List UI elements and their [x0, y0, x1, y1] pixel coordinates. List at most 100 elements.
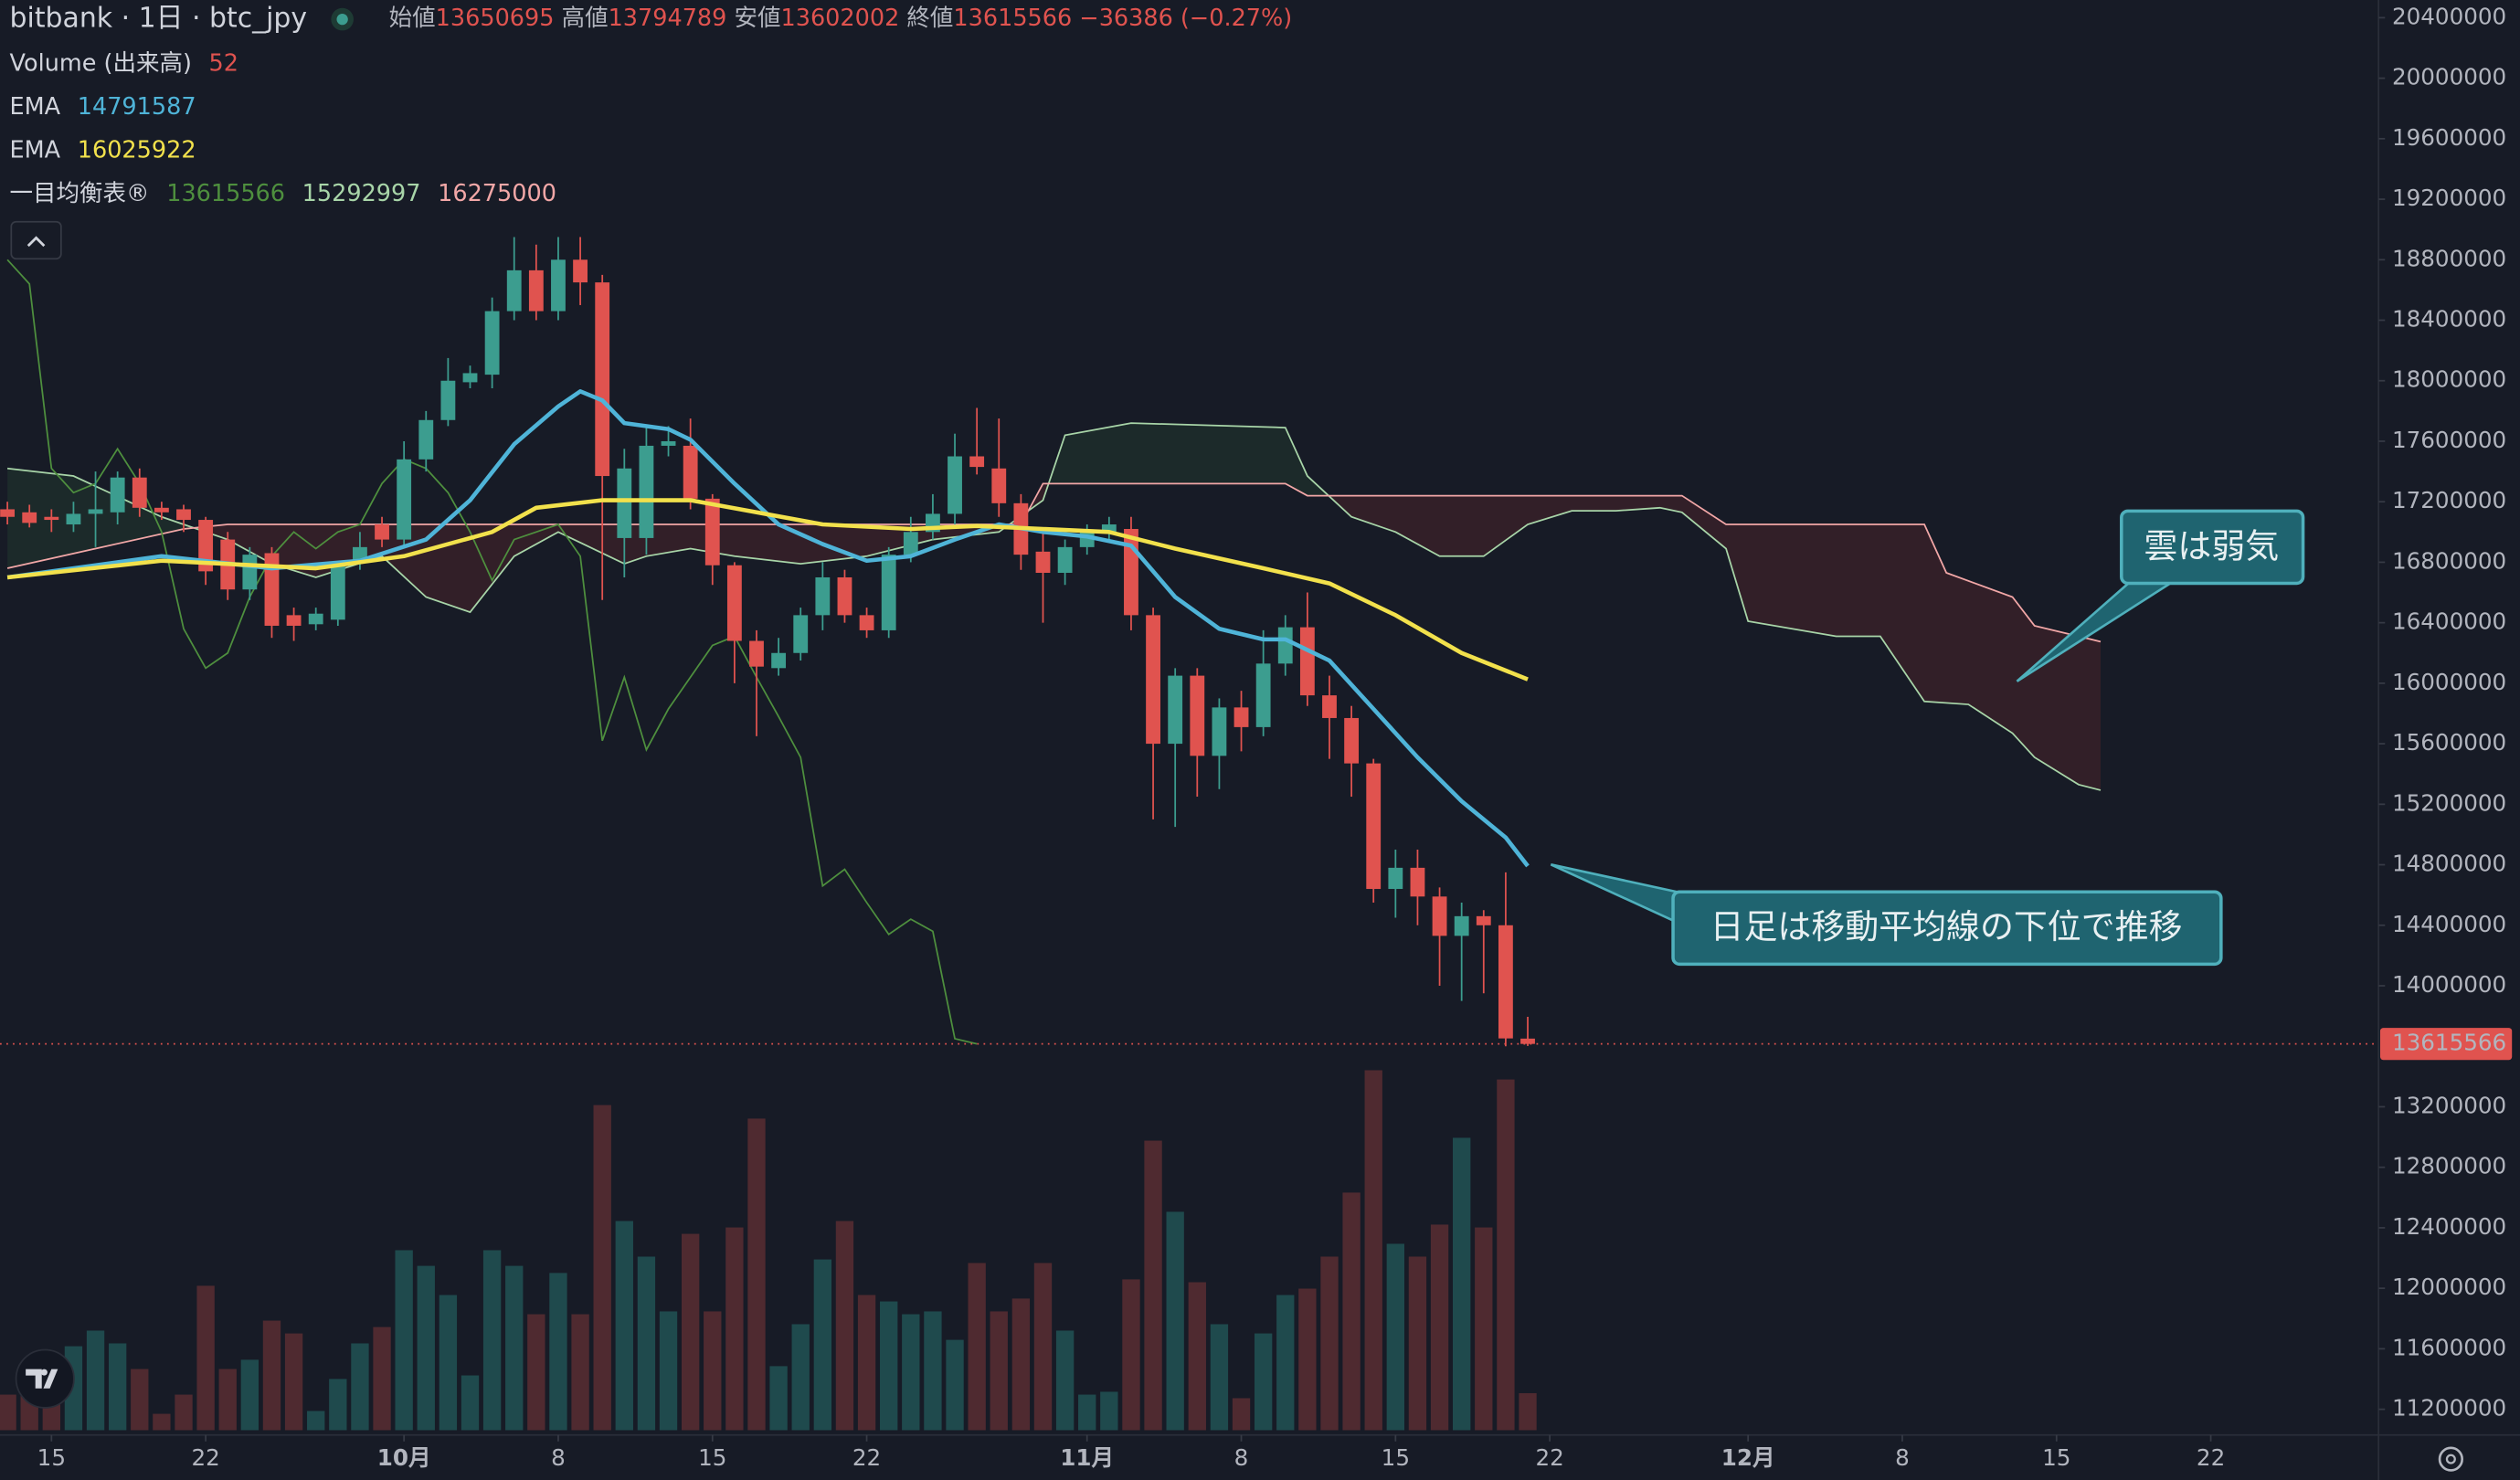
- y-tick-label: 16400000: [2392, 608, 2506, 635]
- volume-bar: [704, 1311, 722, 1431]
- candle-body: [991, 468, 1007, 503]
- candle-body: [771, 652, 787, 669]
- candle-body: [1410, 867, 1425, 897]
- candle-body: [484, 311, 500, 375]
- ohlc-label: 始値: [389, 5, 436, 32]
- volume-bar: [240, 1359, 259, 1431]
- candle-body: [815, 576, 831, 616]
- volume-bar: [1232, 1398, 1251, 1431]
- x-tick-label: 10月: [377, 1444, 431, 1471]
- ohlc-label: 安値: [735, 5, 781, 32]
- ohlc-label: 終値: [906, 5, 953, 32]
- y-tick-label: 14800000: [2392, 851, 2506, 877]
- candle-body: [1454, 915, 1469, 936]
- candle-body: [242, 555, 258, 590]
- ohlc-value: 13615566: [953, 5, 1072, 32]
- candle-body: [1476, 915, 1491, 925]
- legend-name: Volume (出来高): [10, 49, 192, 77]
- y-tick-label: 11200000: [2392, 1395, 2506, 1422]
- candle-body: [132, 477, 147, 508]
- volume-bar: [880, 1301, 898, 1431]
- volume-bar: [615, 1221, 633, 1431]
- y-tick-label: 20400000: [2392, 3, 2506, 29]
- legend-value: 13615566: [166, 180, 285, 207]
- volume-bar: [527, 1314, 545, 1431]
- volume-bar: [1210, 1324, 1229, 1431]
- candle-body: [1498, 925, 1513, 1039]
- y-tick-label: 12000000: [2392, 1274, 2506, 1300]
- logo-badge[interactable]: [15, 1348, 75, 1409]
- candle-body: [793, 615, 809, 653]
- candle-body: [683, 445, 698, 499]
- candle-body: [1432, 896, 1447, 936]
- annotation: 雲は弱気: [2016, 509, 2305, 682]
- logo-dot[interactable]: [40, 1369, 48, 1376]
- candle-body: [308, 613, 323, 625]
- volume-bar: [153, 1413, 171, 1431]
- annotation-text: 雲は弱気: [2144, 526, 2279, 566]
- volume-bar: [1342, 1192, 1361, 1431]
- volume-bar: [175, 1394, 193, 1431]
- candle-body: [1322, 695, 1337, 718]
- y-tick-label: 15200000: [2392, 789, 2506, 816]
- candle-body: [88, 509, 103, 514]
- plot-area: [0, 237, 2379, 1431]
- volume-bar: [482, 1250, 502, 1431]
- volume-bar: [1254, 1333, 1273, 1431]
- volume-bar: [1519, 1392, 1537, 1431]
- y-tick-label: 19200000: [2392, 185, 2506, 211]
- tradingview-logo[interactable]: [15, 1348, 75, 1409]
- ema-legend: EMA 16025922: [10, 136, 196, 164]
- volume-bar: [946, 1339, 964, 1431]
- annotation: 日足は移動平均線の下位で推移: [1550, 863, 2223, 967]
- volume-bar: [196, 1285, 215, 1431]
- candle-body: [1388, 867, 1403, 890]
- volume-bar: [1320, 1256, 1339, 1431]
- ohlc-value: 13794789: [609, 5, 727, 32]
- collapse-button-frame[interactable]: [10, 220, 62, 260]
- volume-bar: [0, 1394, 16, 1431]
- collapse-chevron[interactable]: [26, 236, 46, 248]
- y-tick-label: 16800000: [2392, 547, 2506, 574]
- volume-bar: [1408, 1256, 1427, 1431]
- annotation-box: [2120, 509, 2305, 586]
- volume-bar: [902, 1314, 920, 1431]
- candle-body: [1366, 763, 1382, 890]
- candle-body: [264, 553, 280, 626]
- candle-body: [110, 477, 125, 513]
- logo-glyph[interactable]: [26, 1369, 58, 1389]
- candle-body: [1146, 615, 1160, 745]
- candle-body: [661, 440, 676, 446]
- y-tick-label: 20000000: [2392, 64, 2506, 90]
- volume-bar: [1386, 1243, 1405, 1431]
- settings-button[interactable]: [2438, 1446, 2463, 1472]
- collapse-button[interactable]: [10, 220, 62, 260]
- candle-body: [286, 615, 302, 626]
- ichimoku-legend: 一目均衡表® 13615566 15292997 16275000: [10, 180, 556, 207]
- candle-body: [198, 520, 214, 572]
- x-tick-label: 22: [191, 1444, 219, 1471]
- y-tick-label: 13200000: [2392, 1092, 2506, 1118]
- x-tick-label: 22: [2197, 1444, 2225, 1471]
- candle-body: [1057, 546, 1073, 574]
- candle-body: [573, 259, 588, 283]
- candle-body: [418, 419, 434, 460]
- volume-bar: [1166, 1211, 1184, 1431]
- ohlc-value: 13602002: [781, 5, 900, 32]
- y-tick-label: 17200000: [2392, 487, 2506, 513]
- volume-bar: [659, 1311, 678, 1431]
- volume-bar: [86, 1330, 105, 1431]
- volume-bar: [284, 1333, 303, 1431]
- legend-value: 16275000: [438, 180, 556, 207]
- settings-icon-core[interactable]: [2445, 1454, 2456, 1464]
- volume-bar: [1188, 1282, 1206, 1431]
- volume-bar: [1011, 1298, 1031, 1431]
- volume-bar: [1453, 1137, 1471, 1431]
- volume-bar: [637, 1256, 656, 1431]
- x-tick-label: 22: [1535, 1444, 1563, 1471]
- volume-bar: [262, 1320, 281, 1431]
- y-tick-label: 18800000: [2392, 245, 2506, 271]
- settings-icon[interactable]: [2438, 1446, 2463, 1472]
- symbol-title: bitbank · 1日 · btc_jpy: [10, 3, 307, 35]
- change-value: −36386 (−0.27%): [1079, 5, 1292, 32]
